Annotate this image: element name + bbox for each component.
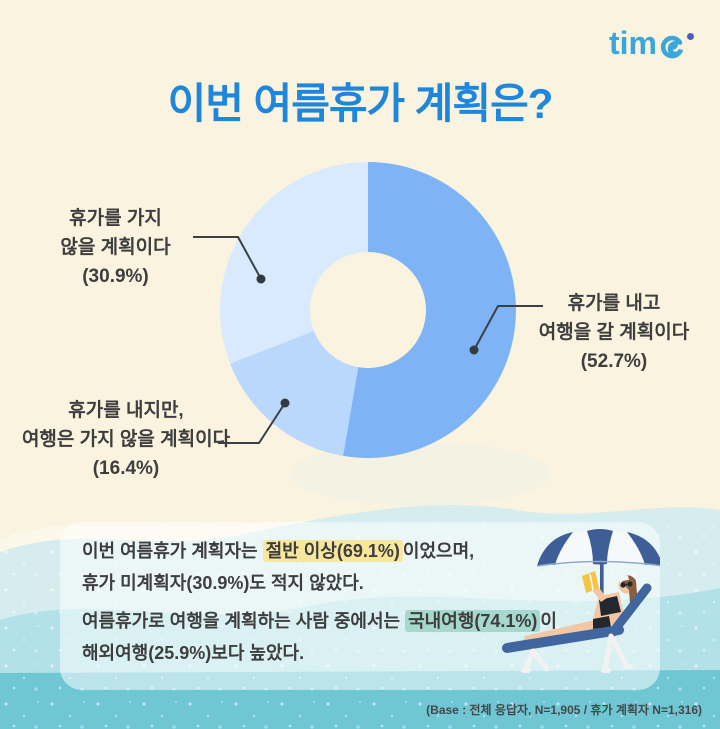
summary-segment: 휴가 미계획자(30.9%)도 적지 않았다. bbox=[82, 573, 364, 593]
callout-not-taking: 휴가를 가지 않을 계획이다 (30.9%) bbox=[28, 204, 203, 291]
callout-percent: (30.9%) bbox=[82, 266, 149, 287]
brand-logo-text: tim bbox=[609, 25, 657, 61]
spiral-e-icon bbox=[660, 35, 684, 59]
callout-no-travel: 휴가를 내지만, 여행은 가지 않을 계획이다 (16.4%) bbox=[12, 396, 240, 483]
callout-line: 휴가를 내지만, bbox=[68, 400, 184, 421]
page-title: 이번 여름휴가 계획은? bbox=[167, 80, 554, 127]
book-icon bbox=[582, 571, 599, 593]
callout-line: 여행을 갈 계획이다 bbox=[538, 322, 690, 343]
pale-cloud-shape bbox=[290, 442, 550, 506]
donut-chart bbox=[220, 162, 516, 458]
summary-line: 이번 여름휴가 계획자는 절반 이상(69.1%) 이었으며, bbox=[82, 535, 512, 567]
summary-segment: 이었으며, bbox=[402, 541, 475, 561]
summary-text: 이번 여름휴가 계획자는 절반 이상(69.1%) 이었으며, 휴가 미계획자(30… bbox=[82, 535, 557, 669]
base-note: (Base : 전체 응답자, N=1,905 / 휴가 계획자 N=1,316… bbox=[426, 703, 702, 717]
donut-segment bbox=[230, 331, 359, 456]
beach-vacation-illustration bbox=[502, 529, 660, 673]
callout-travel: 휴가를 내고 여행을 갈 계획이다 (52.7%) bbox=[518, 289, 710, 376]
summary-line: 해외여행(25.9%)보다 높았다. bbox=[82, 637, 512, 669]
callout-line: 여행은 가지 않을 계획이다 bbox=[21, 429, 231, 450]
highlight-mint: 국내여행(74.1%) bbox=[405, 610, 541, 632]
callout-percent: (52.7%) bbox=[580, 351, 648, 372]
donut-segment bbox=[343, 162, 516, 458]
donut-segment bbox=[220, 162, 368, 364]
summary-segment: 이 bbox=[540, 611, 557, 631]
summary-line: 여름휴가로 여행을 계획하는 사람 중에서는 국내여행(74.1%) 이 bbox=[82, 605, 557, 637]
highlight-yellow: 절반 이상(69.1%) bbox=[262, 540, 403, 562]
callout-line: 않을 계획이다 bbox=[60, 237, 171, 258]
summary-segment: 해외여행(25.9%)보다 높았다. bbox=[82, 643, 305, 663]
callout-percent: (16.4%) bbox=[92, 458, 160, 479]
summary-line: 휴가 미계획자(30.9%)도 적지 않았다. bbox=[82, 567, 512, 599]
brand-logo: tim bbox=[609, 24, 694, 64]
lounge-chair-icon bbox=[502, 583, 652, 673]
summary-card: 이번 여름휴가 계획자는 절반 이상(69.1%) 이었으며, 휴가 미계획자(30… bbox=[60, 522, 660, 690]
summary-segment: 여름휴가로 여행을 계획하는 사람 중에서는 bbox=[82, 611, 406, 631]
callout-line: 휴가를 내고 bbox=[567, 293, 661, 314]
logo-dot-icon bbox=[687, 33, 694, 40]
summary-segment: 이번 여름휴가 계획자는 bbox=[82, 541, 263, 561]
callout-line: 휴가를 가지 bbox=[69, 208, 162, 229]
beach-umbrella-icon bbox=[536, 529, 660, 606]
